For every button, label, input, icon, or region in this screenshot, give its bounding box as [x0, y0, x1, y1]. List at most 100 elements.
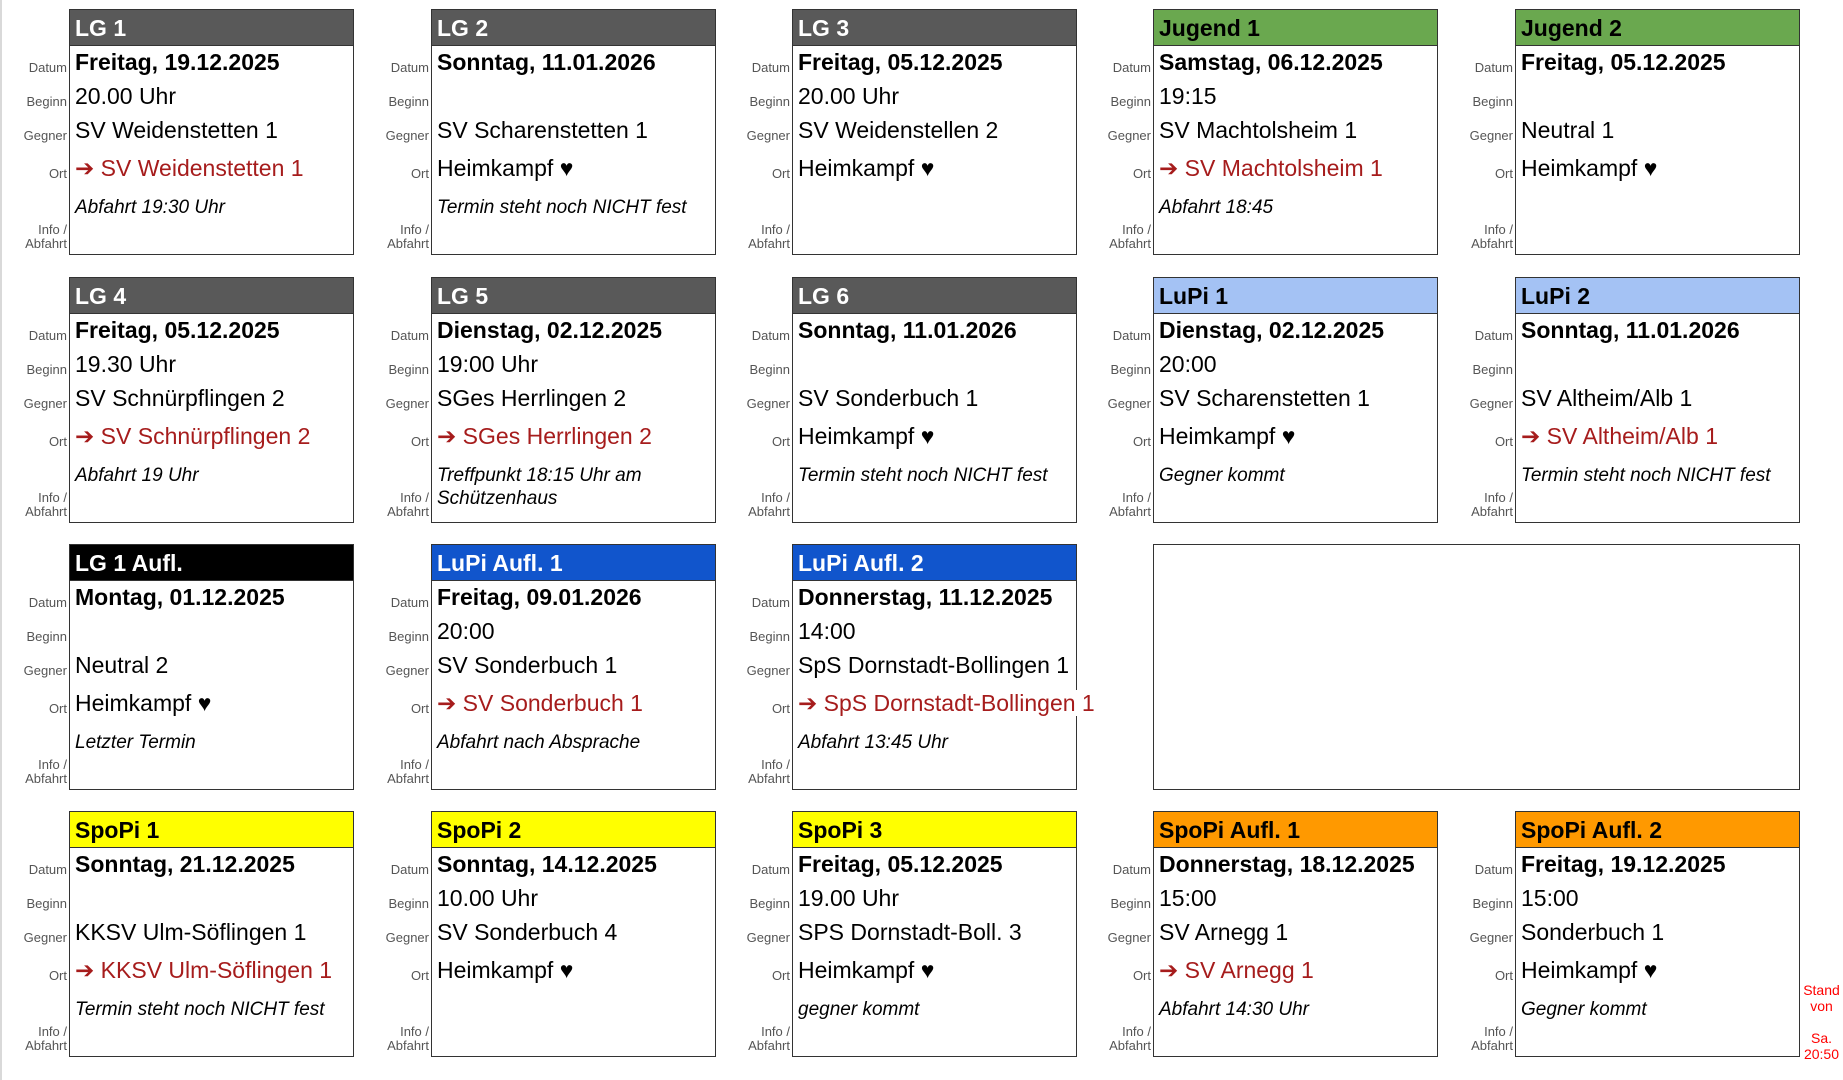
date: Freitag, 05.12.2025	[1521, 49, 1726, 75]
label-gegner: Gegner	[385, 930, 429, 945]
label-info: Info /	[38, 1024, 67, 1039]
label-gegner: Gegner	[1469, 128, 1513, 143]
label-gegner: Gegner	[1469, 396, 1513, 411]
label-gegner: Gegner	[23, 128, 67, 143]
label-info-abfahrt: Info / Abfahrt	[25, 491, 67, 519]
row-labels: Datum Beginn Gegner Ort Info / Abfahrt	[367, 277, 429, 523]
location-text: Heimkampf ♥	[1521, 155, 1658, 181]
location: ➔ SV Weidenstetten 1	[70, 148, 353, 188]
stand-line: 20:50	[1803, 1046, 1840, 1062]
start-time: 19:15	[1159, 83, 1217, 109]
label-beginn: Beginn	[749, 896, 790, 911]
opponent: SV Weidenstellen 2	[798, 117, 999, 143]
team-card: LG 4 Freitag, 05.12.2025 19.30 Uhr SV Schnü…	[69, 277, 354, 523]
label-gegner: Gegner	[1107, 396, 1151, 411]
label-abfahrt: Abfahrt	[1109, 236, 1151, 251]
label-datum: Datum	[28, 328, 67, 343]
info: gegner kommt	[798, 999, 920, 1020]
info: Termin steht noch NICHT fest	[798, 465, 1048, 486]
row-labels: Datum Beginn Gegner Ort Info / Abfahrt	[728, 811, 790, 1057]
start-time: 15:00	[1521, 885, 1579, 911]
label-info: Info /	[400, 222, 429, 237]
row-labels: Datum Beginn Gegner Ort Info / Abfahrt	[367, 544, 429, 790]
team-card: LuPi 2 Sonntag, 11.01.2026 SV Altheim/Alb …	[1515, 277, 1800, 523]
location: Heimkampf ♥	[432, 950, 715, 990]
info: Termin steht noch NICHT fest	[437, 197, 687, 218]
label-ort: Ort	[1494, 968, 1513, 983]
opponent: SV Schnürpflingen 2	[75, 385, 285, 411]
date: Sonntag, 11.01.2026	[437, 49, 656, 75]
label-info: Info /	[1122, 490, 1151, 505]
location-text: Heimkampf ♥	[798, 423, 935, 449]
label-beginn: Beginn	[749, 94, 790, 109]
team-header: Jugend 1	[1154, 10, 1437, 46]
team-header: LG 1	[70, 10, 353, 46]
label-abfahrt: Abfahrt	[748, 771, 790, 786]
info: Gegner kommt	[1159, 465, 1285, 486]
label-gegner: Gegner	[23, 663, 67, 678]
start-time: 20.00 Uhr	[798, 83, 900, 109]
location-text: SV Arnegg 1	[1184, 957, 1314, 983]
arrow-right-icon: ➔	[437, 423, 457, 449]
empty-slot	[1153, 544, 1800, 790]
label-datum: Datum	[390, 862, 429, 877]
label-datum: Datum	[1112, 862, 1151, 877]
opponent: SPS Dornstadt-Boll. 3	[798, 919, 1022, 945]
location: ➔ KKSV Ulm-Söflingen 1	[70, 950, 353, 990]
label-beginn: Beginn	[1472, 362, 1513, 377]
opponent: SV Arnegg 1	[1159, 919, 1289, 945]
start-time	[793, 347, 1076, 381]
label-datum: Datum	[1474, 862, 1513, 877]
location-text: SpS Dornstadt-Bollingen 1	[823, 690, 1095, 716]
label-ort: Ort	[48, 701, 67, 716]
label-datum: Datum	[1112, 328, 1151, 343]
label-beginn: Beginn	[388, 629, 429, 644]
label-info: Info /	[38, 757, 67, 772]
label-info-abfahrt: Info / Abfahrt	[1471, 223, 1513, 251]
location-text: Heimkampf ♥	[437, 155, 574, 181]
row-labels: Datum Beginn Gegner Ort Info / Abfahrt	[1089, 277, 1151, 523]
stand-line: von	[1810, 998, 1833, 1014]
label-info: Info /	[761, 1024, 790, 1039]
label-ort: Ort	[771, 701, 790, 716]
label-info: Info /	[1484, 490, 1513, 505]
last-updated-note: Stand von Sa. 20:50	[1800, 982, 1843, 1062]
label-beginn: Beginn	[1110, 896, 1151, 911]
label-info: Info /	[38, 222, 67, 237]
arrow-right-icon: ➔	[75, 155, 95, 181]
label-abfahrt: Abfahrt	[1109, 1038, 1151, 1053]
label-gegner: Gegner	[385, 128, 429, 143]
team-card: Jugend 2 Freitag, 05.12.2025 Neutral 1 Heim…	[1515, 9, 1800, 255]
label-info: Info /	[761, 222, 790, 237]
info: Abfahrt nach Absprache	[437, 732, 641, 753]
team-header: SpoPi Aufl. 1	[1154, 812, 1437, 848]
arrow-right-icon: ➔	[75, 423, 95, 449]
team-card: SpoPi 2 Sonntag, 14.12.2025 10.00 Uhr SV So…	[431, 811, 716, 1057]
label-ort: Ort	[1494, 166, 1513, 181]
team-header: LuPi Aufl. 1	[432, 545, 715, 581]
label-gegner: Gegner	[746, 663, 790, 678]
label-datum: Datum	[751, 328, 790, 343]
label-datum: Datum	[28, 862, 67, 877]
opponent: SGes Herrlingen 2	[437, 385, 627, 411]
location-text: Heimkampf ♥	[1159, 423, 1296, 449]
label-beginn: Beginn	[26, 896, 67, 911]
label-datum: Datum	[390, 328, 429, 343]
label-datum: Datum	[1474, 328, 1513, 343]
label-beginn: Beginn	[1472, 94, 1513, 109]
start-time: 10.00 Uhr	[437, 885, 539, 911]
row-labels: Datum Beginn Gegner Ort Info / Abfahrt	[5, 277, 67, 523]
team-header: LG 3	[793, 10, 1076, 46]
start-time: 15:00	[1159, 885, 1217, 911]
start-time: 19.30 Uhr	[75, 351, 177, 377]
label-abfahrt: Abfahrt	[1471, 1038, 1513, 1053]
date: Montag, 01.12.2025	[75, 584, 285, 610]
location-text: SV Altheim/Alb 1	[1546, 423, 1718, 449]
location: Heimkampf ♥	[432, 148, 715, 188]
label-beginn: Beginn	[749, 629, 790, 644]
row-labels: Datum Beginn Gegner Ort Info / Abfahrt	[728, 544, 790, 790]
label-ort: Ort	[48, 166, 67, 181]
opponent: Neutral 2	[75, 652, 169, 678]
label-ort: Ort	[410, 968, 429, 983]
label-ort: Ort	[48, 434, 67, 449]
